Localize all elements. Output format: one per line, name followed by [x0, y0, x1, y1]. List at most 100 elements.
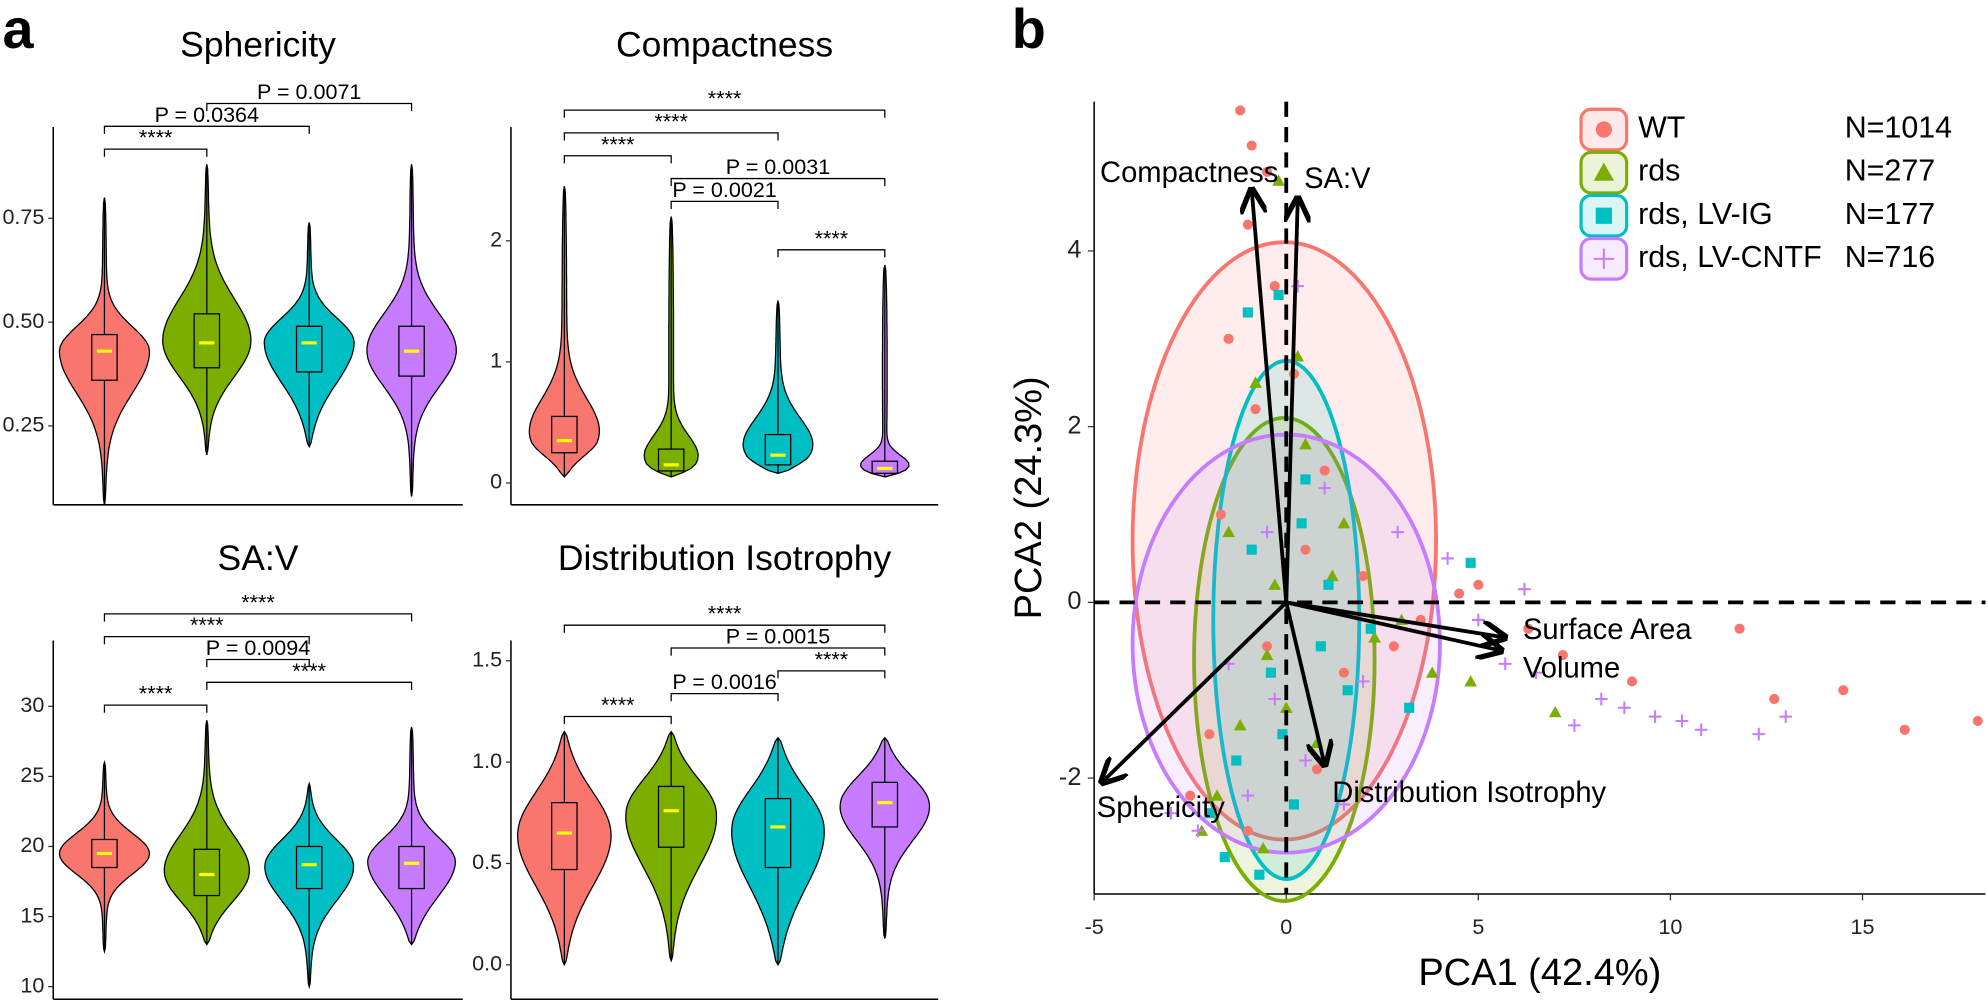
bracket: [103, 125, 310, 134]
y-tick-label: 2: [490, 227, 502, 252]
point: [1265, 667, 1276, 678]
point: [1358, 570, 1369, 582]
point: [1557, 650, 1568, 661]
point: [1254, 869, 1265, 880]
box: [551, 802, 578, 871]
point: [1231, 755, 1242, 766]
y-tick-label: 0.5: [472, 849, 502, 874]
point: [1296, 518, 1307, 529]
point: [1342, 685, 1353, 696]
point: [1323, 579, 1334, 590]
panel-label: a: [3, 0, 35, 60]
point: [1222, 525, 1235, 538]
point: [1256, 842, 1270, 854]
point: [1465, 557, 1476, 568]
box: [295, 325, 323, 373]
violin: [625, 730, 718, 963]
y-tick-label: 0.0: [472, 950, 502, 975]
comparison-label: P = 0.0094: [206, 635, 310, 660]
legend-label: rds: [1638, 154, 1680, 188]
point: [1250, 404, 1261, 415]
bracket: [206, 681, 413, 690]
loading-label: Volume: [1523, 652, 1620, 684]
point: [1246, 544, 1257, 555]
y-tick-label: 1.5: [472, 646, 502, 671]
x-tick-label: 0: [1280, 914, 1292, 939]
bracket: [563, 109, 886, 118]
point: [1215, 509, 1227, 520]
point: [1675, 714, 1689, 728]
bracket: [103, 704, 208, 713]
comparison-label: ****: [190, 612, 224, 637]
y-tick-label: 4: [1067, 236, 1081, 264]
bracket: [103, 148, 208, 157]
point: [1273, 289, 1284, 300]
box: [551, 415, 578, 454]
bracket: [563, 132, 779, 141]
panel-label: b: [1012, 0, 1046, 60]
box: [871, 460, 899, 474]
point: [1464, 675, 1477, 687]
point: [1617, 701, 1631, 715]
point: [1404, 702, 1415, 713]
point: [1260, 648, 1274, 661]
point: [1219, 852, 1230, 863]
point: [1277, 729, 1288, 740]
point: [1235, 105, 1246, 116]
legend-count: N=177: [1845, 197, 1935, 231]
legend-marker: [1593, 162, 1614, 181]
y-tick-label: 25: [20, 762, 44, 787]
point: [1318, 481, 1332, 495]
point: [1261, 166, 1273, 177]
point: [1326, 569, 1339, 582]
y-tick-label: 20: [20, 832, 44, 857]
box: [91, 333, 118, 381]
point: [1368, 631, 1381, 643]
y-tick-label: 2: [1067, 411, 1081, 439]
box: [295, 845, 323, 890]
x-tick-label: 10: [1658, 914, 1682, 939]
violin: [731, 736, 825, 967]
point: [1272, 174, 1285, 186]
point: [1518, 582, 1531, 596]
point: [1337, 798, 1351, 811]
comparison-label: ****: [815, 225, 849, 250]
y-axis-title: PCA2 (24.3%): [1008, 376, 1050, 619]
point: [1473, 579, 1484, 590]
point: [1734, 623, 1745, 634]
point: [1972, 715, 1983, 727]
point: [1529, 666, 1543, 679]
bracket: [563, 715, 672, 725]
comparison-label: ****: [815, 646, 849, 671]
loading-label: Sphericity: [1097, 792, 1225, 824]
comparison-label: P = 0.0016: [672, 669, 776, 694]
chart-title: Compactness: [616, 24, 833, 64]
x-tick-label: 15: [1851, 914, 1875, 939]
point: [1391, 525, 1404, 539]
point: [1523, 623, 1534, 634]
chart-title: SA:V: [218, 538, 299, 578]
legend-count: N=1014: [1845, 111, 1952, 145]
point: [1338, 667, 1349, 678]
y-tick-label: 10: [20, 972, 44, 997]
y-tick-label: 1: [490, 348, 502, 373]
point: [1752, 727, 1766, 741]
point: [1779, 710, 1793, 723]
point: [1388, 641, 1399, 652]
point: [1241, 789, 1255, 802]
point: [1648, 710, 1662, 723]
point: [1299, 437, 1312, 450]
loading-arrow: [1252, 189, 1289, 603]
point: [1441, 552, 1454, 565]
point: [1268, 578, 1282, 590]
y-tick-label: 0.75: [2, 204, 44, 229]
bracket: [670, 647, 886, 656]
point: [1337, 516, 1351, 529]
point: [1319, 465, 1330, 476]
legend-marker: [1595, 121, 1612, 138]
point: [1268, 692, 1282, 706]
comparison-label: ****: [708, 86, 742, 111]
point: [1300, 544, 1311, 555]
violin: [263, 222, 355, 449]
legend-label: WT: [1638, 111, 1685, 145]
